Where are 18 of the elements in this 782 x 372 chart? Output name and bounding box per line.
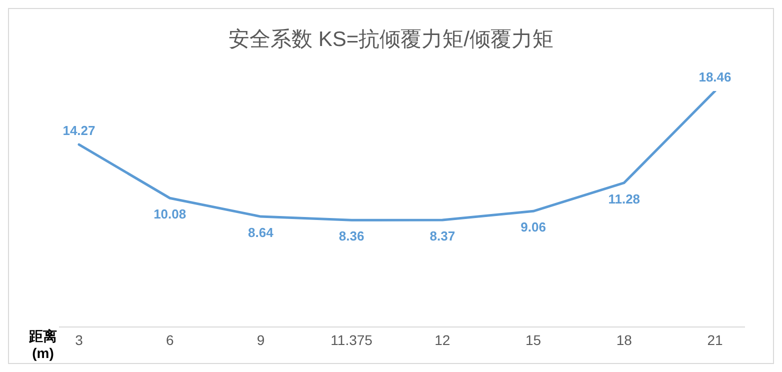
data-label: 8.36	[338, 228, 364, 244]
x-tick-label: 6	[166, 332, 174, 348]
x-tick-label: 11.375	[330, 332, 373, 348]
data-label: 11.28	[608, 191, 640, 206]
data-label: 9.06	[520, 220, 546, 235]
x-axis-title: 距离 (m)	[28, 328, 57, 361]
x-tick-label: 21	[707, 332, 723, 348]
data-label: 10.08	[154, 206, 186, 222]
x-tick-label: 9	[256, 332, 265, 348]
chart-title: 安全系数 KS=抗倾覆力矩/倾覆力矩	[228, 27, 554, 53]
data-label: 8.37	[430, 228, 456, 244]
x-tick-label: 3	[75, 332, 84, 348]
data-label: 18.46	[698, 70, 732, 84]
data-label: 14.27	[62, 123, 96, 138]
x-tick-label: 12	[434, 332, 450, 348]
x-tick-label: 18	[616, 332, 632, 348]
x-tick-label: 15	[525, 332, 542, 348]
data-label: 8.64	[248, 225, 274, 240]
